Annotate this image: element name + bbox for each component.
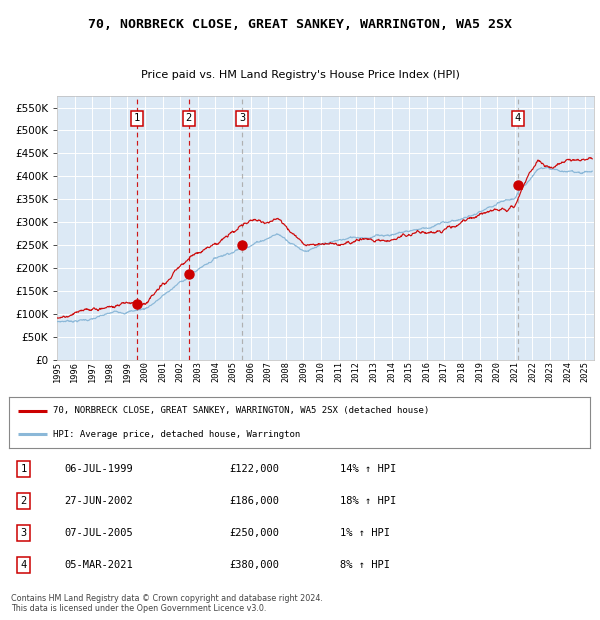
- Text: 2004: 2004: [211, 361, 220, 383]
- Text: 2019: 2019: [475, 361, 484, 383]
- Text: 05-MAR-2021: 05-MAR-2021: [64, 560, 133, 570]
- Text: 07-JUL-2005: 07-JUL-2005: [64, 528, 133, 538]
- Text: 1997: 1997: [88, 361, 97, 383]
- Text: 2007: 2007: [264, 361, 273, 383]
- Text: 14% ↑ HPI: 14% ↑ HPI: [340, 464, 397, 474]
- Text: 2002: 2002: [176, 361, 185, 383]
- Text: 1998: 1998: [106, 361, 115, 383]
- Text: 2020: 2020: [493, 361, 502, 383]
- Text: 2025: 2025: [581, 361, 590, 383]
- Text: 2005: 2005: [229, 361, 238, 383]
- Text: 2011: 2011: [334, 361, 343, 383]
- Text: 1: 1: [20, 464, 26, 474]
- Text: 2006: 2006: [246, 361, 255, 383]
- Text: 2: 2: [20, 496, 26, 506]
- Text: 1996: 1996: [70, 361, 79, 383]
- Text: 2000: 2000: [140, 361, 149, 383]
- Text: 2016: 2016: [422, 361, 431, 383]
- Text: 18% ↑ HPI: 18% ↑ HPI: [340, 496, 397, 506]
- Text: 3: 3: [20, 528, 26, 538]
- Text: 1% ↑ HPI: 1% ↑ HPI: [340, 528, 390, 538]
- Text: 4: 4: [515, 113, 521, 123]
- Text: HPI: Average price, detached house, Warrington: HPI: Average price, detached house, Warr…: [53, 430, 300, 439]
- Text: 3: 3: [239, 113, 245, 123]
- Text: 27-JUN-2002: 27-JUN-2002: [64, 496, 133, 506]
- Text: 2014: 2014: [387, 361, 396, 383]
- Text: 2012: 2012: [352, 361, 361, 383]
- Text: 2023: 2023: [545, 361, 554, 383]
- Text: 2017: 2017: [440, 361, 449, 383]
- Text: £380,000: £380,000: [230, 560, 280, 570]
- Text: 2001: 2001: [158, 361, 167, 383]
- Text: 70, NORBRECK CLOSE, GREAT SANKEY, WARRINGTON, WA5 2SX: 70, NORBRECK CLOSE, GREAT SANKEY, WARRIN…: [88, 17, 512, 30]
- Text: 1: 1: [133, 113, 140, 123]
- Text: 2010: 2010: [317, 361, 326, 383]
- Text: 70, NORBRECK CLOSE, GREAT SANKEY, WARRINGTON, WA5 2SX (detached house): 70, NORBRECK CLOSE, GREAT SANKEY, WARRIN…: [53, 406, 429, 415]
- Text: 2015: 2015: [404, 361, 413, 383]
- Text: £186,000: £186,000: [230, 496, 280, 506]
- Text: 06-JUL-1999: 06-JUL-1999: [64, 464, 133, 474]
- Text: Contains HM Land Registry data © Crown copyright and database right 2024.
This d: Contains HM Land Registry data © Crown c…: [11, 594, 323, 613]
- Text: 2013: 2013: [370, 361, 379, 383]
- Text: 2021: 2021: [510, 361, 519, 383]
- Text: 8% ↑ HPI: 8% ↑ HPI: [340, 560, 390, 570]
- Text: Price paid vs. HM Land Registry's House Price Index (HPI): Price paid vs. HM Land Registry's House …: [140, 70, 460, 80]
- Text: 2009: 2009: [299, 361, 308, 383]
- Text: 4: 4: [20, 560, 26, 570]
- Text: £122,000: £122,000: [230, 464, 280, 474]
- Text: 1995: 1995: [53, 361, 62, 383]
- Text: 2022: 2022: [528, 361, 537, 383]
- Text: 2003: 2003: [193, 361, 202, 383]
- Text: 1999: 1999: [123, 361, 132, 383]
- Text: 2008: 2008: [281, 361, 290, 383]
- Text: 2: 2: [186, 113, 192, 123]
- Text: 2024: 2024: [563, 361, 572, 383]
- Text: £250,000: £250,000: [230, 528, 280, 538]
- Text: 2018: 2018: [457, 361, 466, 383]
